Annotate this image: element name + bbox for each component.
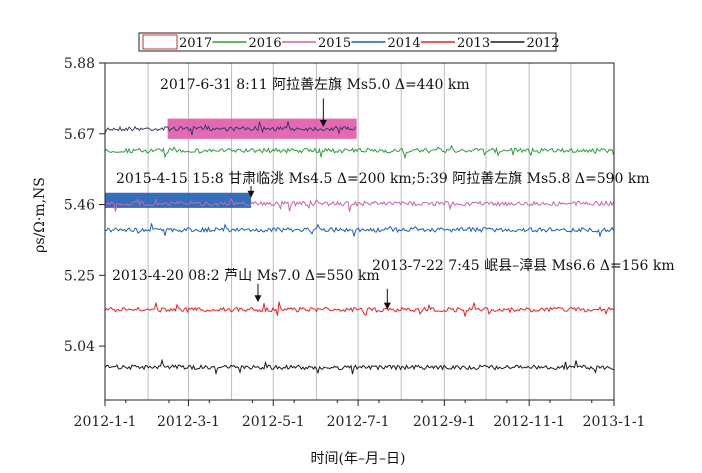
legend-label-2017: 2017 (179, 36, 212, 51)
series-line-2012 (104, 358, 614, 376)
annotation-arrowhead-2 (247, 190, 255, 198)
legend: 2017 2016 2015 2014 2013 2012 (138, 32, 560, 52)
y-tick-label: 5.67 (64, 127, 95, 143)
annotation-2: 2015-4-15 15:8 甘肃临洮 Ms4.5 Δ=200 km;5:39 … (116, 171, 650, 187)
highlight-box-2015 (105, 192, 252, 208)
legend-label-2013: 2013 (457, 36, 490, 51)
legend-frame (138, 32, 557, 52)
x-tick-label: 2013-1-1 (583, 414, 646, 430)
annotation-arrowhead-4 (383, 302, 391, 310)
annotation-layer: 2017-6-31 8:11 阿拉善左旗 Ms5.0 Δ=440 km 2015-… (112, 77, 675, 310)
series-line-2017 (104, 121, 356, 136)
legend-label-2014: 2014 (388, 36, 421, 51)
series-line-2013 (104, 301, 614, 317)
legend-swatch-2017 (142, 34, 178, 50)
annotation-4: 2013-7-22 7:45 岷县–漳县 Ms6.6 Δ=156 km (372, 257, 675, 274)
legend-label-2015: 2015 (318, 36, 351, 51)
annotation-3: 2013-4-20 08:2 芦山 Ms7.0 Δ=550 km (112, 268, 380, 284)
series-line-2014 (105, 223, 614, 238)
series-line-2016 (104, 144, 614, 160)
highlight-box-layer (105, 118, 357, 208)
plot-frame (104, 62, 615, 401)
axes-layer: 2012-1-1 2012-3-1 2012-5-1 2012-7-1 2012-9-1… (64, 56, 646, 430)
highlight-box-2017 (167, 118, 357, 139)
series-line-2015 (104, 197, 614, 212)
x-tick-label: 2012-7-1 (327, 414, 390, 430)
legend-label-2012: 2012 (527, 36, 560, 51)
y-axis-title: ρs/Ω·m,NS (32, 177, 48, 253)
x-tick-label: 2012-11-1 (493, 414, 565, 430)
x-axis-title: 时间(年–月–日) (311, 451, 406, 467)
x-tick-label: 2012-5-1 (242, 414, 305, 430)
x-tick-label: 2012-1-1 (74, 414, 137, 430)
y-tick-label: 5.25 (64, 268, 95, 284)
annotation-arrowhead-1 (319, 120, 327, 128)
y-tick-label: 5.04 (64, 339, 95, 355)
x-tick-label: 2012-9-1 (413, 414, 476, 430)
y-tick-label: 5.88 (64, 56, 95, 72)
annotation-arrowhead-3 (254, 295, 262, 303)
x-tick-label: 2012-3-1 (157, 414, 220, 430)
legend-label-2016: 2016 (249, 36, 282, 51)
series-layer (104, 121, 614, 376)
y-tick-label: 5.46 (64, 198, 95, 214)
annotation-1: 2017-6-31 8:11 阿拉善左旗 Ms5.0 Δ=440 km (160, 77, 470, 93)
